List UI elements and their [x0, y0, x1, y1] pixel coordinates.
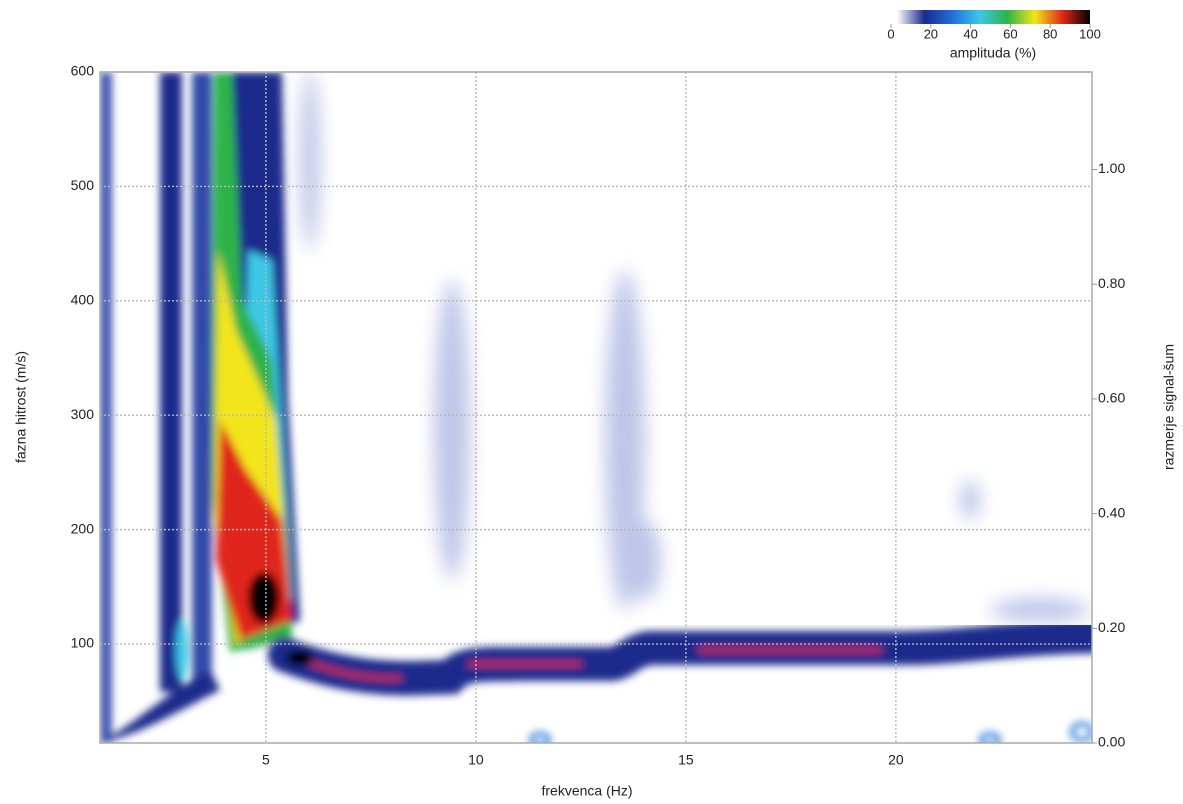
- dispersion-image: [100, 72, 1092, 743]
- y2-tick-label: 1.00: [1098, 160, 1125, 176]
- y2-tick-label: 0.00: [1098, 734, 1125, 750]
- y-axis-label: fazna hitrost (m/s): [13, 351, 29, 463]
- y2-tick-label: 0.60: [1098, 390, 1125, 406]
- x-tick-label: 10: [468, 752, 484, 768]
- colorbar-tick-label: 80: [1043, 26, 1057, 41]
- colorbar: [897, 10, 1090, 24]
- plot-frame: [99, 71, 1093, 744]
- x-axis-label: frekvenca (Hz): [541, 783, 632, 799]
- colorbar-tick-label: 0: [887, 26, 894, 41]
- y-tick-label: 300: [71, 406, 95, 422]
- colorbar-tick-label: 40: [963, 26, 977, 41]
- y-tick-label: 100: [71, 635, 95, 651]
- y-tick-label: 400: [71, 292, 95, 308]
- colorbar-tick-label: 60: [1003, 26, 1017, 41]
- y2-tick-label: 0.40: [1098, 504, 1125, 520]
- x-tick-label: 15: [678, 752, 694, 768]
- y-tick-label: 200: [71, 520, 95, 536]
- y2-tick-label: 0.80: [1098, 275, 1125, 291]
- x-tick-label: 5: [262, 752, 270, 768]
- y-tick-label: 500: [71, 177, 95, 193]
- y2-axis-label: razmerje signal-šum: [1161, 344, 1177, 470]
- colorbar-tick-label: 20: [924, 26, 938, 41]
- y-tick-label: 600: [71, 63, 95, 79]
- y2-tick-label: 0.20: [1098, 619, 1125, 635]
- x-tick-label: 20: [888, 752, 904, 768]
- colorbar-tick-label: 100: [1079, 26, 1101, 41]
- colorbar-label: amplituda (%): [950, 45, 1036, 61]
